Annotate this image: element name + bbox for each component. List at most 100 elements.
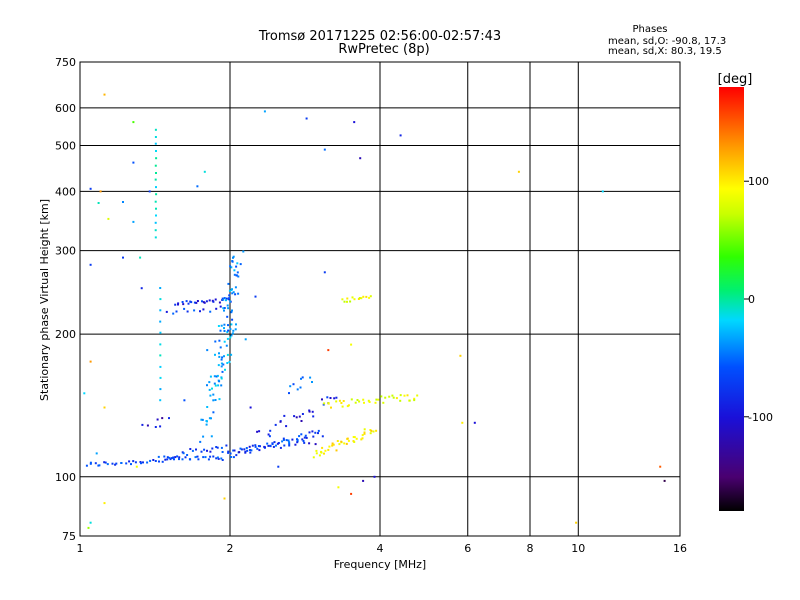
data-point xyxy=(227,450,230,453)
data-point xyxy=(202,435,205,438)
data-point xyxy=(356,399,359,401)
data-point xyxy=(240,448,243,451)
data-point xyxy=(115,462,118,465)
data-point xyxy=(242,250,245,253)
data-point xyxy=(218,380,221,383)
data-point xyxy=(211,387,213,390)
data-point xyxy=(311,430,314,433)
data-point xyxy=(363,401,365,404)
data-point xyxy=(166,456,169,459)
data-point xyxy=(281,440,284,443)
data-point xyxy=(234,286,237,289)
data-point xyxy=(203,301,206,304)
data-point xyxy=(209,450,212,453)
data-point xyxy=(200,450,203,453)
data-point xyxy=(172,456,175,459)
data-point xyxy=(215,307,218,310)
data-point xyxy=(89,187,92,190)
data-point xyxy=(168,456,171,459)
data-point xyxy=(353,121,356,124)
data-point xyxy=(288,442,291,445)
data-point xyxy=(223,340,226,343)
data-point xyxy=(360,438,363,441)
data-point xyxy=(226,337,229,340)
data-point xyxy=(375,398,378,401)
data-point xyxy=(206,449,208,452)
scatter-points xyxy=(83,93,666,529)
data-point xyxy=(305,436,308,439)
data-point xyxy=(461,421,464,424)
data-point xyxy=(170,457,173,460)
data-point xyxy=(120,462,123,464)
data-point xyxy=(249,449,251,451)
data-point xyxy=(181,458,184,461)
data-point xyxy=(361,434,364,437)
data-point xyxy=(239,263,242,266)
data-point xyxy=(317,429,320,432)
data-point xyxy=(213,375,216,378)
data-point xyxy=(148,190,151,193)
data-point xyxy=(377,398,380,401)
data-point xyxy=(229,265,232,268)
data-point xyxy=(257,445,260,447)
data-point xyxy=(273,441,276,444)
data-point xyxy=(174,303,177,306)
data-point xyxy=(106,463,109,466)
data-point xyxy=(231,309,233,312)
data-point xyxy=(181,301,184,303)
data-point xyxy=(330,406,332,409)
phases-x-stats: mean, sd,X: 80.3, 19.5 xyxy=(608,46,722,57)
data-point xyxy=(311,381,313,383)
y-tick-label: 500 xyxy=(55,139,76,152)
data-point xyxy=(517,170,520,173)
data-point xyxy=(202,456,205,459)
data-point xyxy=(217,325,220,327)
data-point xyxy=(327,402,330,405)
data-point xyxy=(154,236,157,239)
data-point xyxy=(134,461,137,464)
data-point xyxy=(244,338,247,341)
data-point xyxy=(103,406,106,409)
data-point xyxy=(125,462,128,465)
data-point xyxy=(149,459,152,462)
data-point xyxy=(159,376,162,379)
data-point xyxy=(343,300,346,303)
data-point xyxy=(391,394,394,397)
data-point xyxy=(388,395,391,398)
data-point xyxy=(230,266,233,269)
data-point xyxy=(331,444,334,447)
data-point xyxy=(231,288,233,291)
data-point xyxy=(285,439,288,442)
data-point xyxy=(327,349,330,352)
data-point xyxy=(321,446,324,449)
data-point xyxy=(256,447,259,450)
data-point xyxy=(318,454,321,457)
phases-o-stats: mean, sd,O: -90.8, 17.3 xyxy=(608,36,726,47)
data-point xyxy=(228,289,231,292)
data-point xyxy=(315,452,318,455)
data-point xyxy=(230,456,233,458)
data-point xyxy=(295,416,298,419)
data-point xyxy=(384,396,387,399)
data-point xyxy=(186,310,189,313)
data-point xyxy=(220,324,223,327)
data-point xyxy=(369,432,372,435)
data-point xyxy=(159,388,162,391)
data-point xyxy=(208,381,211,384)
data-point xyxy=(296,441,299,444)
data-point xyxy=(201,300,203,303)
data-point xyxy=(161,460,164,463)
data-point xyxy=(340,440,343,443)
data-point xyxy=(154,142,157,145)
data-point xyxy=(326,396,329,399)
data-point xyxy=(251,444,254,447)
data-point xyxy=(291,438,294,441)
data-point xyxy=(269,445,272,448)
data-point xyxy=(248,445,251,448)
data-point xyxy=(232,456,235,459)
data-point xyxy=(346,297,349,300)
data-point xyxy=(194,456,197,459)
data-point xyxy=(317,432,319,435)
data-point xyxy=(217,384,220,387)
data-point xyxy=(142,461,144,464)
